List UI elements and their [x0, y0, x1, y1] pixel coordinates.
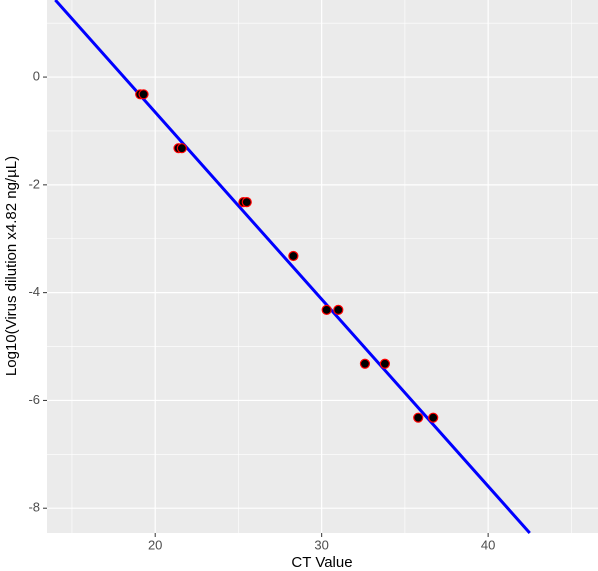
y-axis-title: Log10(Virus dilution x4.82 ng/µL) — [3, 156, 20, 376]
data-point — [138, 89, 149, 100]
y-tick-label: -4 — [28, 284, 40, 299]
y-tick-label: -2 — [28, 176, 40, 191]
y-tick-label: -8 — [28, 500, 40, 515]
data-point — [428, 412, 439, 423]
data-point — [333, 304, 344, 315]
x-axis-title: CT Value — [291, 554, 352, 571]
data-point — [288, 250, 299, 262]
y-tick-label: 0 — [33, 69, 40, 84]
data-point — [321, 304, 332, 315]
x-tick-label: 40 — [481, 537, 495, 552]
data-point — [176, 143, 187, 154]
plot-panel — [47, 0, 598, 533]
data-point — [241, 196, 252, 208]
data-point — [359, 358, 371, 369]
data-point — [379, 358, 391, 369]
y-tick-label: -6 — [28, 392, 40, 407]
x-tick-label: 30 — [314, 537, 328, 552]
fit-line — [54, 0, 531, 534]
x-tick-label: 20 — [148, 537, 162, 552]
data-point — [413, 412, 424, 423]
